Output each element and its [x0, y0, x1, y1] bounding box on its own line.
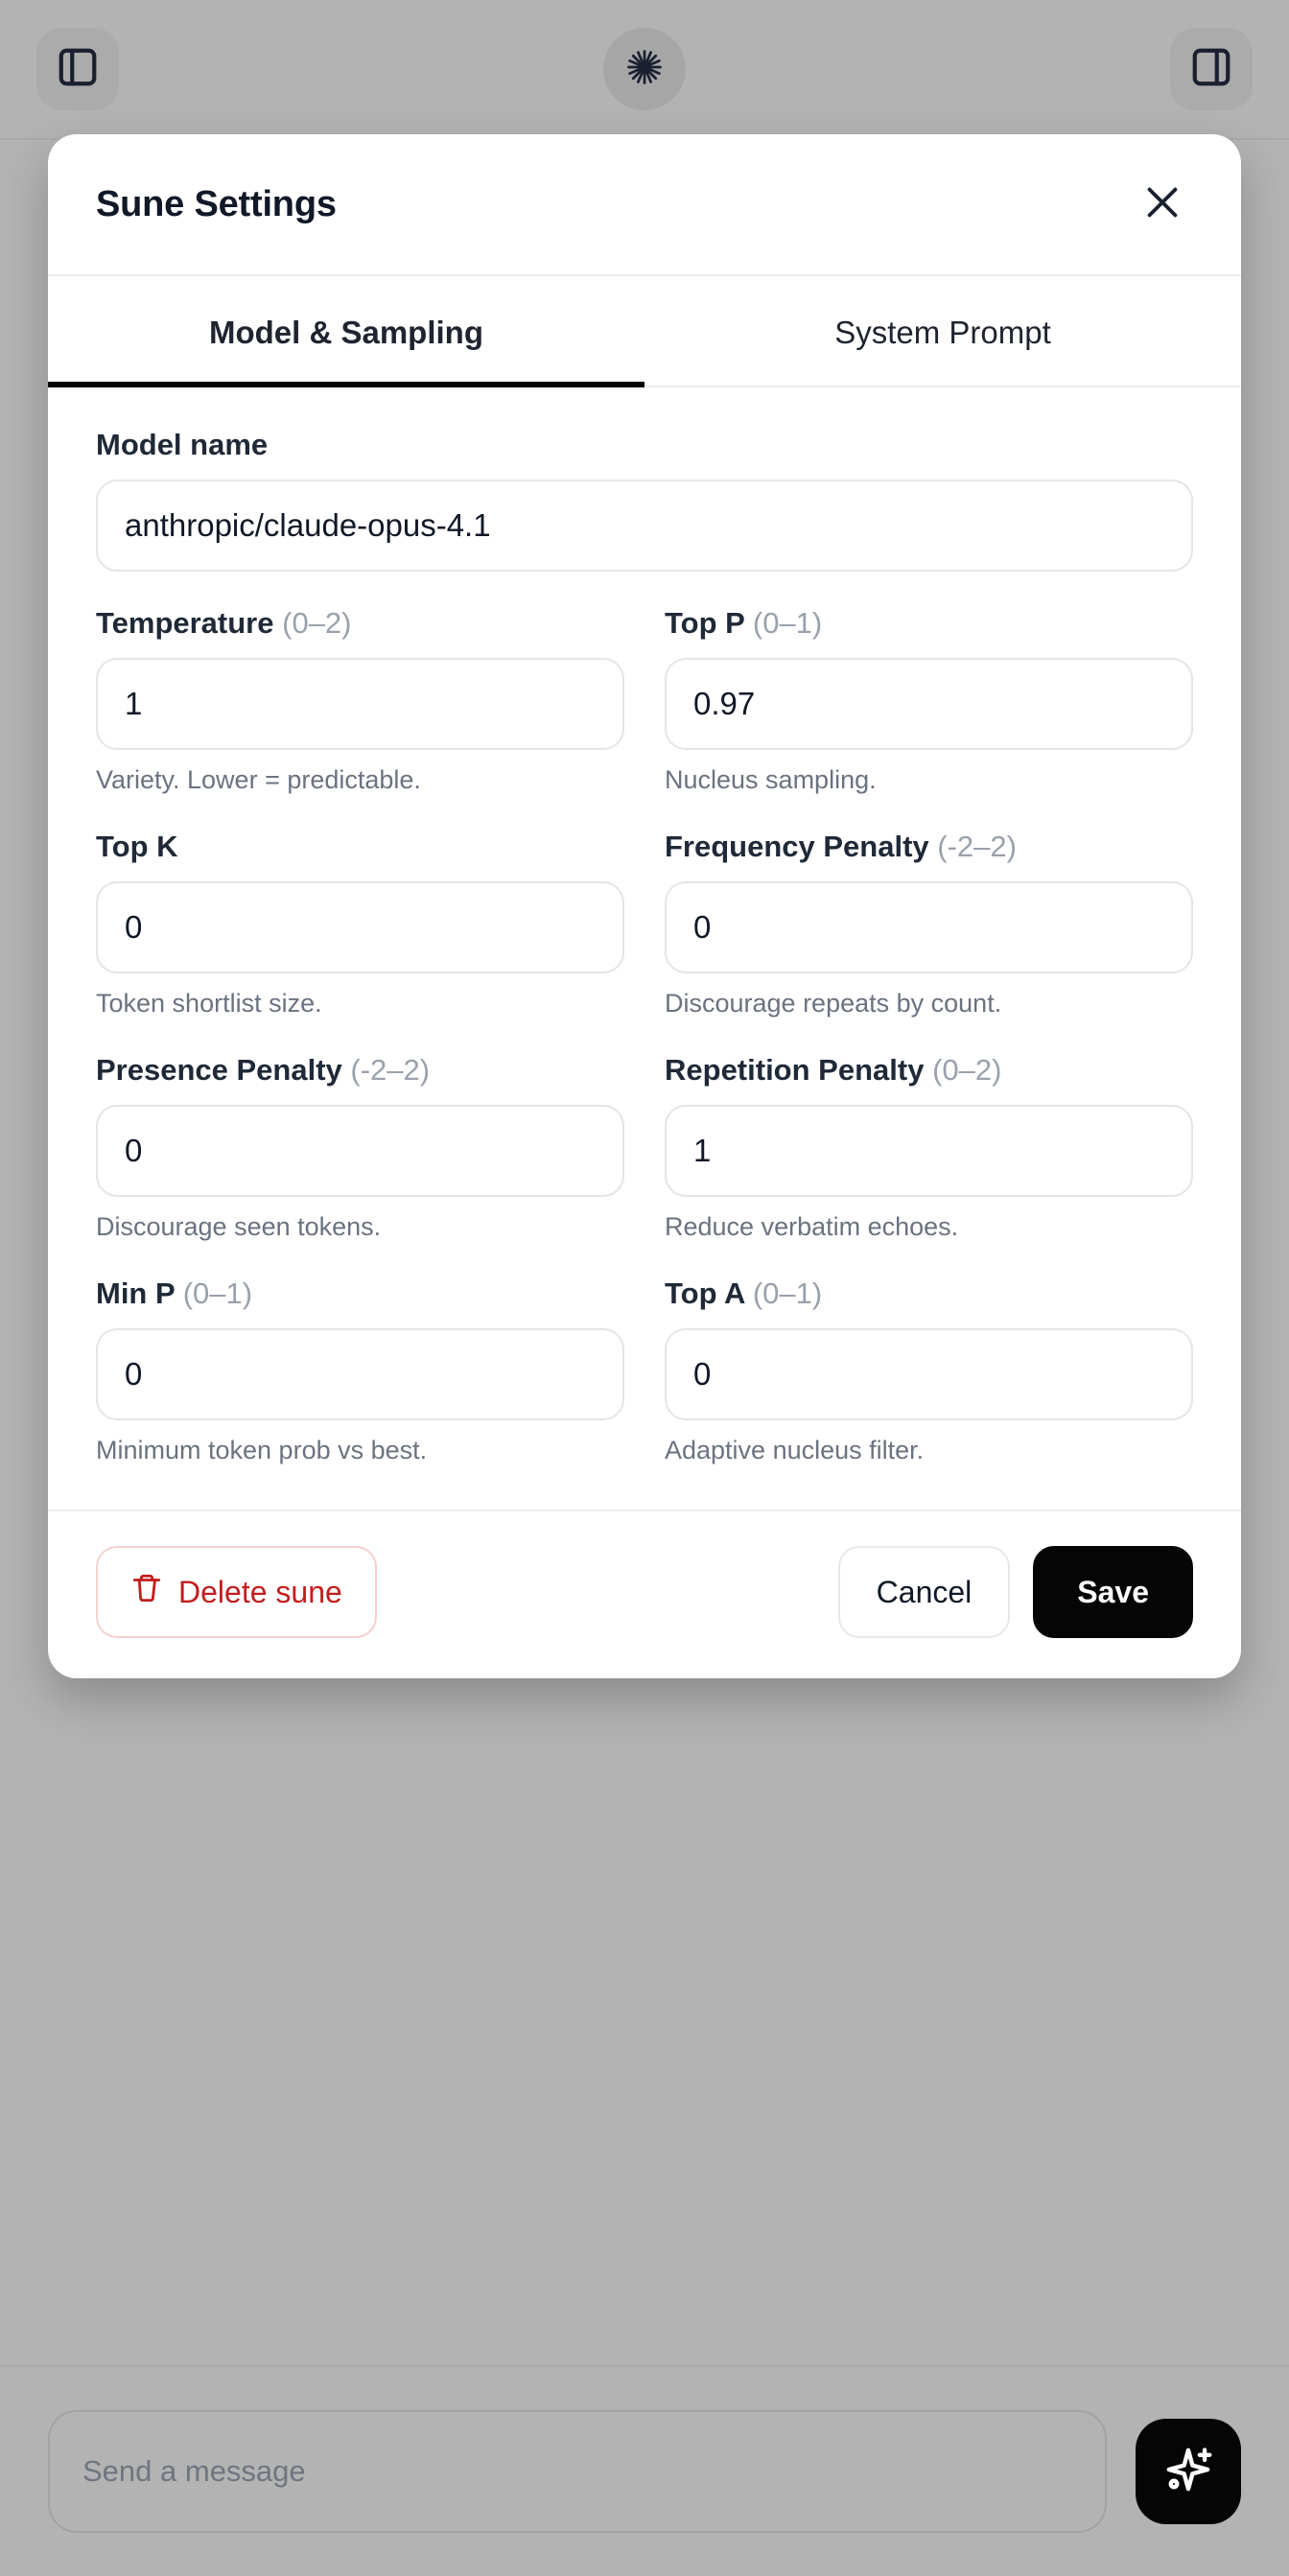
- param-hint: Discourage seen tokens.: [96, 1212, 382, 1241]
- delete-sune-button[interactable]: Delete sune: [96, 1546, 377, 1638]
- param-label-text: Temperature: [96, 606, 274, 640]
- param-frequency-penalty: Frequency Penalty (-2–2) Discourage repe…: [665, 830, 1193, 1019]
- param-label: Repetition Penalty (0–2): [665, 1053, 1193, 1088]
- page-title: Sune Settings: [96, 183, 337, 224]
- tab-label: Model & Sampling: [208, 315, 483, 350]
- param-label: Top P (0–1): [665, 606, 1193, 641]
- param-hint: Reduce verbatim echoes.: [665, 1212, 959, 1241]
- param-repetition-penalty: Repetition Penalty (0–2) Reduce verbatim…: [665, 1053, 1193, 1242]
- top-a-input[interactable]: [665, 1328, 1193, 1420]
- param-label: Temperature (0–2): [96, 606, 624, 641]
- panel-right-icon: [1189, 45, 1233, 94]
- param-label: Min P (0–1): [96, 1276, 624, 1311]
- sampling-parameters-grid: Temperature (0–2) Variety. Lower = predi…: [96, 572, 1193, 1465]
- composer-bar: [0, 2365, 1289, 2576]
- footer-actions: Cancel Save: [837, 1546, 1193, 1638]
- close-icon: [1140, 180, 1184, 229]
- sparkle-burst-icon: [623, 46, 666, 93]
- top-k-input[interactable]: [96, 881, 624, 973]
- tab-system-prompt[interactable]: System Prompt: [644, 276, 1241, 386]
- param-label: Top A (0–1): [665, 1276, 1193, 1311]
- temperature-input[interactable]: [96, 658, 624, 750]
- param-hint: Variety. Lower = predictable.: [96, 765, 421, 794]
- modal-tabs: Model & Sampling System Prompt: [48, 276, 1241, 387]
- assistant-burst-button[interactable]: [603, 28, 686, 110]
- param-temperature: Temperature (0–2) Variety. Lower = predi…: [96, 606, 624, 795]
- param-hint: Nucleus sampling.: [665, 765, 877, 794]
- param-min-p: Min P (0–1) Minimum token prob vs best.: [96, 1276, 624, 1465]
- sune-settings-modal: Sune Settings Model & Sampling System Pr…: [48, 134, 1241, 1678]
- param-top-k: Top K Token shortlist size.: [96, 830, 624, 1019]
- param-label-text: Top K: [96, 830, 178, 863]
- param-range: (0–1): [182, 1276, 253, 1310]
- param-label-text: Frequency Penalty: [665, 830, 929, 863]
- param-label: Presence Penalty (-2–2): [96, 1053, 624, 1088]
- param-hint: Token shortlist size.: [96, 989, 322, 1018]
- presence-penalty-input[interactable]: [96, 1105, 624, 1197]
- param-range: (0–2): [282, 606, 352, 640]
- param-label: Frequency Penalty (-2–2): [665, 830, 1193, 864]
- param-label-text: Repetition Penalty: [665, 1053, 925, 1087]
- param-label-text: Top P: [665, 606, 745, 640]
- param-hint: Adaptive nucleus filter.: [665, 1436, 925, 1464]
- top-p-input[interactable]: [665, 658, 1193, 750]
- param-top-a: Top A (0–1) Adaptive nucleus filter.: [665, 1276, 1193, 1465]
- param-top-p: Top P (0–1) Nucleus sampling.: [665, 606, 1193, 795]
- panel-left-icon: [56, 45, 100, 94]
- modal-header: Sune Settings: [48, 134, 1241, 276]
- param-range: (0–1): [752, 606, 823, 640]
- param-hint: Discourage repeats by count.: [665, 989, 1002, 1018]
- min-p-input[interactable]: [96, 1328, 624, 1420]
- model-name-input[interactable]: [96, 480, 1193, 572]
- param-label-text: Presence Penalty: [96, 1053, 342, 1087]
- param-label: Top K: [96, 830, 624, 864]
- cancel-button[interactable]: Cancel: [837, 1546, 1011, 1638]
- save-button[interactable]: Save: [1033, 1546, 1193, 1638]
- model-name-field: Model name: [96, 428, 1193, 572]
- delete-sune-label: Delete sune: [178, 1574, 342, 1609]
- tab-label: System Prompt: [834, 315, 1051, 350]
- sparkles-icon: [1159, 2440, 1218, 2504]
- tab-model-and-sampling[interactable]: Model & Sampling: [48, 276, 644, 387]
- modal-footer: Delete sune Cancel Save: [48, 1510, 1241, 1678]
- close-button[interactable]: [1132, 174, 1193, 235]
- param-range: (-2–2): [937, 830, 1017, 863]
- frequency-penalty-input[interactable]: [665, 881, 1193, 973]
- save-label: Save: [1077, 1574, 1149, 1609]
- panel-left-toggle-button[interactable]: [36, 28, 119, 110]
- param-label-text: Min P: [96, 1276, 176, 1310]
- param-hint: Minimum token prob vs best.: [96, 1436, 428, 1464]
- cancel-label: Cancel: [876, 1574, 973, 1609]
- param-range: (0–2): [932, 1053, 1002, 1087]
- param-presence-penalty: Presence Penalty (-2–2) Discourage seen …: [96, 1053, 624, 1242]
- modal-body: Model name Temperature (0–2) Variety. Lo…: [48, 387, 1241, 1510]
- send-message-button[interactable]: [1136, 2419, 1241, 2524]
- repetition-penalty-input[interactable]: [665, 1105, 1193, 1197]
- param-range: (0–1): [752, 1276, 823, 1310]
- model-name-label: Model name: [96, 428, 269, 461]
- param-label-text: Top A: [665, 1276, 745, 1310]
- trash-icon: [130, 1572, 163, 1612]
- message-input[interactable]: [48, 2410, 1107, 2533]
- param-range: (-2–2): [350, 1053, 431, 1087]
- panel-right-toggle-button[interactable]: [1170, 28, 1253, 110]
- app-topbar: [0, 0, 1289, 140]
